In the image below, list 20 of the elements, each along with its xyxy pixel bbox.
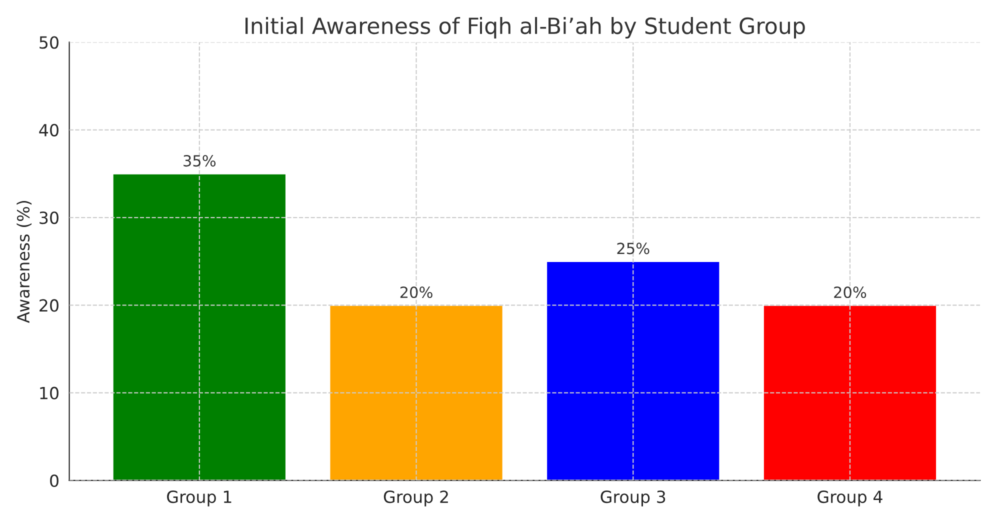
y-tick-label: 30: [40, 212, 58, 224]
bar: [762, 304, 938, 480]
y-axis-title: Awareness (%): [16, 200, 32, 324]
bar: [112, 173, 287, 480]
bar: [328, 304, 504, 480]
x-tick-label: Group 1: [167, 490, 232, 506]
y-tick-label: 20: [40, 299, 58, 312]
x-tick-label: Group 4: [818, 490, 882, 506]
y-tick-label: 10: [40, 386, 58, 400]
data-label: 35%: [184, 155, 216, 167]
y-tick-label: 0: [50, 474, 58, 488]
data-label: 20%: [834, 286, 866, 298]
data-label: 20%: [400, 286, 432, 298]
y-tick-label: 50: [40, 36, 58, 49]
bar: [546, 260, 721, 480]
y-tick-label: 40: [39, 124, 58, 136]
data-label: 25%: [617, 242, 650, 254]
x-tick-label: Group 2: [384, 490, 448, 506]
x-tick-label: Group 3: [600, 490, 666, 506]
chart-title: Initial Awareness of Fiqh al-Bi’ah by Student Group: [245, 17, 805, 39]
